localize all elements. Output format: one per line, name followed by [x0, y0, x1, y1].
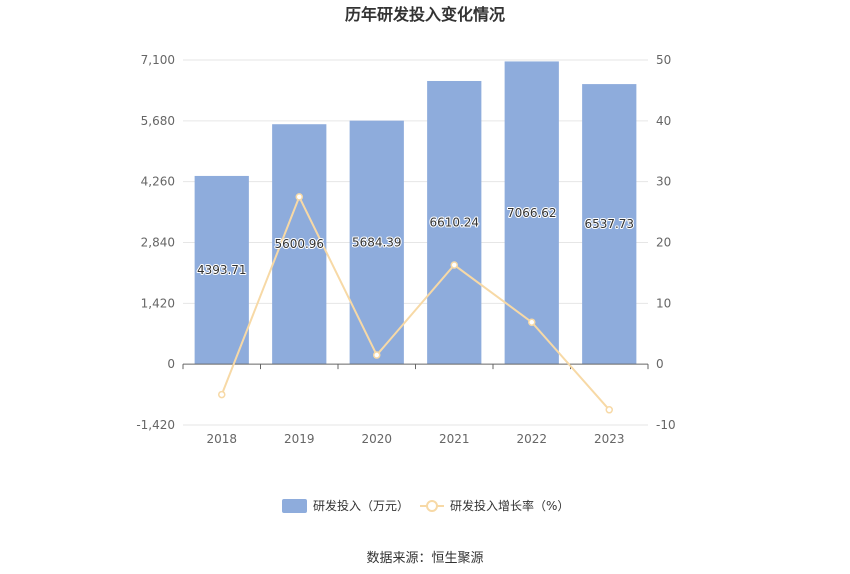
y-axis-right-ticks: -10 0 10 20 30 40 50 — [656, 53, 676, 432]
bar[interactable] — [427, 80, 482, 365]
x-tick-label: 2021 — [439, 432, 470, 446]
x-axis-ticks: 2018 2019 2020 2021 2022 2023 — [182, 364, 649, 446]
y-right-tick-label: 20 — [656, 236, 671, 250]
line-series — [218, 193, 613, 414]
bar-data-labels: 4393.71 5600.96 5684.39 6610.24 7066.62 6537.… — [196, 205, 635, 278]
legend-label-line: 研发投入增长率（%） — [450, 498, 569, 513]
legend[interactable]: 研发投入（万元） 研发投入增长率（%） — [282, 498, 569, 513]
line-point[interactable] — [218, 390, 226, 399]
y-right-tick-label: 30 — [656, 175, 671, 189]
bar[interactable] — [582, 84, 637, 365]
y-left-tick-label: 1,420 — [141, 296, 175, 310]
x-tick-label: 2018 — [206, 432, 237, 446]
bar-value-label: 6537.73 — [584, 217, 634, 231]
y-right-tick-label: -10 — [656, 418, 676, 432]
data-source: 数据来源：恒生聚源 — [366, 551, 483, 566]
y-left-tick-label: 7,100 — [141, 53, 175, 67]
y-right-tick-label: 50 — [656, 53, 671, 67]
line-point[interactable] — [528, 318, 536, 326]
x-tick-label: 2022 — [516, 432, 547, 446]
y-axis-left-ticks: -1,420 0 1,420 2,840 4,260 5,680 7,100 — [136, 53, 175, 432]
y-left-tick-label: 2,840 — [141, 236, 175, 250]
bar-series — [194, 61, 637, 365]
bar[interactable] — [194, 175, 249, 365]
bar[interactable] — [504, 61, 559, 365]
bar-value-label: 7066.62 — [507, 206, 557, 220]
line-point[interactable] — [450, 261, 458, 269]
y-right-tick-label: 0 — [656, 357, 664, 371]
x-tick-label: 2023 — [594, 432, 625, 446]
growth-line — [220, 194, 610, 411]
y-left-tick-label: 5,680 — [141, 114, 175, 128]
y-left-tick-label: 4,260 — [141, 175, 175, 189]
y-right-tick-label: 40 — [656, 114, 671, 128]
x-tick-label: 2020 — [361, 432, 392, 446]
bar-value-label: 4393.71 — [197, 263, 247, 277]
y-left-tick-label: 0 — [167, 357, 175, 371]
chart-title: 历年研发投入变化情况 — [345, 5, 505, 24]
gridlines — [183, 59, 648, 426]
line-point[interactable] — [605, 406, 613, 414]
y-left-tick-label: -1,420 — [136, 418, 175, 432]
y-right-tick-label: 10 — [656, 296, 671, 310]
bar-value-label: 6610.24 — [429, 216, 479, 230]
bar-value-label: 5684.39 — [352, 235, 402, 249]
bar-value-label: 5600.96 — [274, 237, 324, 251]
line-point[interactable] — [373, 351, 381, 359]
legend-label-bar: 研发投入（万元） — [313, 498, 409, 513]
legend-swatch-marker — [426, 500, 438, 512]
line-point[interactable] — [295, 193, 303, 201]
bar[interactable] — [349, 120, 404, 365]
x-tick-label: 2019 — [284, 432, 315, 446]
legend-swatch-bar — [282, 499, 307, 513]
